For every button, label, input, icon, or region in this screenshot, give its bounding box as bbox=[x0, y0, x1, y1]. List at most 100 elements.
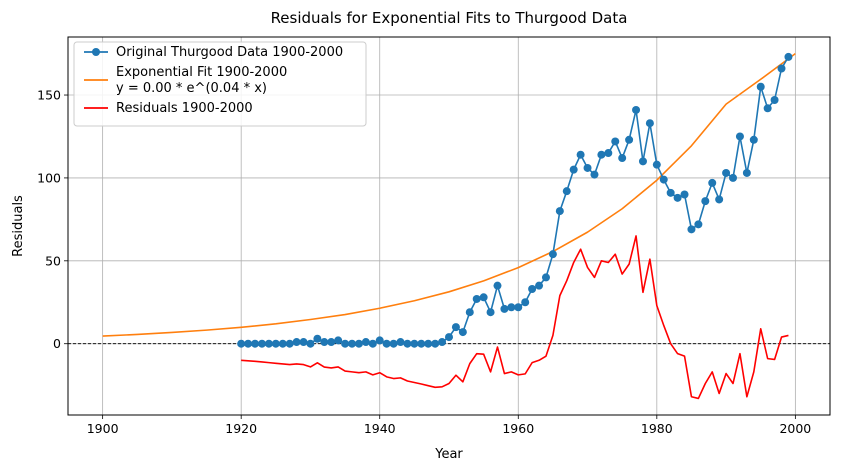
data-point-original bbox=[438, 338, 447, 347]
series-line-fit bbox=[102, 52, 796, 337]
data-point-original bbox=[777, 64, 786, 73]
data-point-original bbox=[618, 154, 627, 163]
x-tick-label: 1940 bbox=[364, 421, 396, 436]
data-point-original bbox=[410, 339, 419, 348]
data-point-original bbox=[632, 105, 641, 114]
data-point-original bbox=[611, 137, 620, 146]
data-point-original bbox=[424, 339, 433, 348]
data-point-original bbox=[604, 149, 613, 158]
data-point-original bbox=[521, 298, 530, 307]
data-point-original bbox=[493, 281, 502, 290]
data-point-original bbox=[341, 339, 350, 348]
x-tick-label: 1960 bbox=[502, 421, 534, 436]
y-axis-ticks: 0 50 100 150 bbox=[37, 88, 68, 351]
data-point-original bbox=[742, 168, 751, 177]
data-point-original bbox=[257, 339, 266, 348]
data-point-original bbox=[382, 339, 391, 348]
x-tick-label: 1900 bbox=[87, 421, 119, 436]
plot-frame bbox=[67, 36, 831, 416]
data-point-original bbox=[548, 250, 557, 259]
data-point-original bbox=[673, 193, 682, 202]
data-point-original bbox=[278, 339, 287, 348]
data-point-original bbox=[749, 135, 758, 144]
data-point-original bbox=[583, 163, 592, 172]
chart-title: Residuals for Exponential Fits to Thurgo… bbox=[271, 9, 628, 27]
legend-marker-original bbox=[92, 48, 100, 56]
data-point-original bbox=[569, 165, 578, 174]
data-point-original bbox=[625, 135, 634, 144]
data-point-original bbox=[334, 336, 343, 345]
data-point-original bbox=[292, 338, 301, 347]
data-point-original bbox=[486, 308, 495, 317]
data-point-original bbox=[597, 150, 606, 159]
data-point-original bbox=[244, 339, 253, 348]
data-point-original bbox=[555, 207, 564, 216]
legend-box bbox=[73, 41, 367, 127]
data-point-original bbox=[306, 339, 315, 348]
data-point-original bbox=[770, 96, 779, 104]
legend-label-fit: Exponential Fit 1900-2000 bbox=[116, 65, 287, 80]
data-point-original bbox=[722, 168, 731, 177]
x-axis-ticks: 1900 1920 1940 1960 1980 2000 bbox=[87, 415, 811, 436]
data-point-original bbox=[479, 293, 488, 302]
data-point-original bbox=[715, 195, 724, 204]
data-point-original bbox=[465, 308, 474, 317]
legend: Original Thurgood Data 1900-2000 Exponent… bbox=[73, 41, 367, 127]
data-point-original bbox=[541, 273, 550, 282]
data-point-original bbox=[507, 303, 516, 312]
data-point-original bbox=[417, 339, 426, 348]
legend-label-residuals: Residuals 1900-2000 bbox=[116, 101, 253, 116]
data-point-original bbox=[638, 157, 647, 166]
data-point-original bbox=[445, 333, 453, 342]
x-tick-label: 2000 bbox=[779, 421, 811, 436]
data-point-original bbox=[652, 160, 661, 169]
data-point-original bbox=[354, 339, 363, 348]
data-point-original bbox=[396, 338, 405, 347]
data-point-original bbox=[368, 339, 377, 348]
y-tick-label: 0 bbox=[53, 336, 61, 351]
x-tick-label: 1920 bbox=[225, 421, 257, 436]
data-point-original bbox=[735, 132, 744, 141]
data-point-original bbox=[645, 119, 654, 128]
data-point-original bbox=[528, 285, 537, 293]
x-axis-label: Year bbox=[434, 447, 463, 462]
data-point-original bbox=[784, 52, 793, 61]
series-line-residuals bbox=[241, 235, 789, 400]
legend-label-original: Original Thurgood Data 1900-2000 bbox=[116, 45, 343, 60]
x-tick-label: 1980 bbox=[641, 421, 673, 436]
y-tick-label: 150 bbox=[37, 88, 61, 103]
y-tick-label: 50 bbox=[45, 253, 61, 268]
data-point-original bbox=[458, 328, 467, 337]
data-point-original bbox=[361, 338, 370, 347]
data-point-original bbox=[431, 339, 440, 348]
data-point-original bbox=[264, 339, 273, 348]
data-point-original bbox=[299, 338, 308, 347]
data-point-original bbox=[451, 323, 460, 332]
data-point-original bbox=[285, 339, 294, 348]
data-point-original bbox=[514, 303, 523, 312]
data-point-original bbox=[756, 82, 765, 91]
data-point-original bbox=[472, 294, 481, 303]
data-point-original bbox=[271, 339, 280, 348]
y-axis-label: Residuals bbox=[11, 195, 26, 257]
data-point-original bbox=[763, 104, 772, 113]
data-point-original bbox=[687, 225, 696, 234]
data-point-original bbox=[708, 178, 717, 187]
data-point-original bbox=[320, 338, 329, 347]
data-point-original bbox=[729, 173, 738, 182]
data-point-original bbox=[251, 339, 260, 348]
data-point-original bbox=[562, 187, 571, 196]
data-point-original bbox=[313, 334, 322, 343]
data-point-original bbox=[403, 339, 412, 348]
data-point-original bbox=[237, 339, 246, 348]
data-point-original bbox=[576, 150, 585, 159]
legend-label-fit: y = 0.00 * e^(0.04 * x) bbox=[116, 81, 267, 96]
data-point-original bbox=[535, 281, 544, 290]
data-point-original bbox=[659, 175, 668, 184]
data-point-original bbox=[389, 339, 398, 348]
series-layer bbox=[102, 52, 796, 400]
data-point-original bbox=[375, 336, 384, 345]
data-point-original bbox=[327, 338, 336, 347]
data-point-original bbox=[680, 190, 689, 199]
